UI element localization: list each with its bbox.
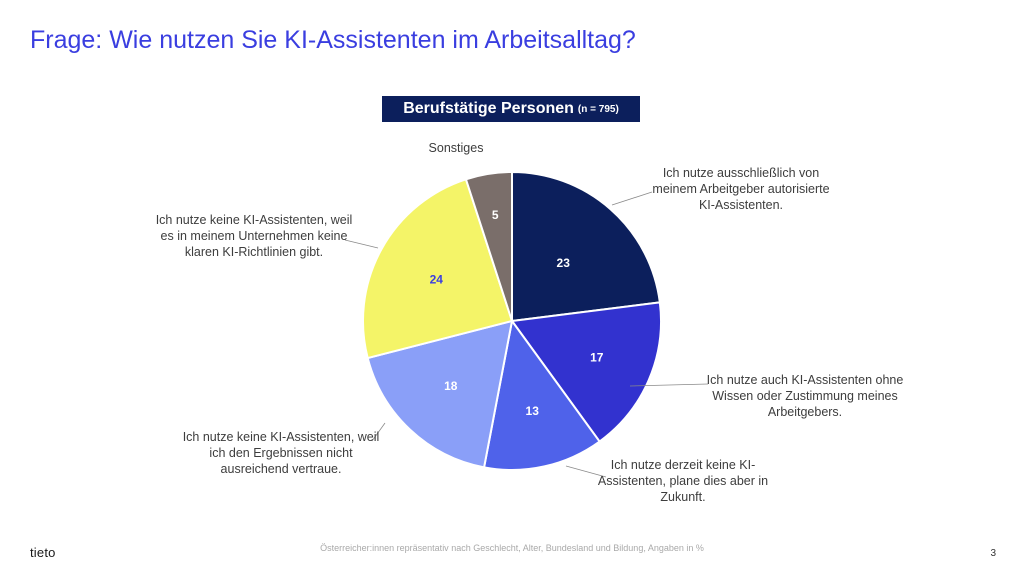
slice-value-label: 13 (526, 404, 540, 418)
pie-slice (366, 319, 514, 469)
slice-category-label: Ich nutze keine KI-Assistenten, weil es i… (156, 213, 353, 259)
leader-line (371, 422, 386, 442)
leader-line (344, 239, 379, 249)
leader-line (611, 191, 653, 206)
slice-category-label: Ich nutze auch KI-Assistenten ohne Wissen… (707, 373, 904, 419)
pie-slice (464, 170, 513, 322)
slice-category-label: Sonstiges (429, 141, 484, 155)
slice-value-label: 23 (557, 256, 571, 270)
slice-category-label: Ich nutze ausschließlich von meinem Arbei… (652, 166, 829, 212)
chart-header-main: Berufstätige Personen (403, 100, 574, 117)
leader-line (565, 465, 607, 478)
footnote: Österreicher:innen repräsentativ nach Ge… (320, 543, 704, 553)
pie-slice (482, 318, 601, 471)
slice-category-label: Ich nutze keine KI-Assistenten, weil ich … (183, 430, 380, 476)
pie-slice (510, 301, 662, 443)
pie-slice (362, 178, 514, 360)
tieto-logo: tieto (30, 545, 56, 560)
slice-category-label: Ich nutze derzeit keine KI-Assistenten, … (598, 458, 768, 504)
slice-value-label: 24 (430, 272, 444, 286)
slice-value-label: 5 (492, 208, 499, 222)
chart-header-sample-size: (n = 795) (577, 103, 619, 115)
pie-slice (511, 170, 661, 323)
slice-value-label: 18 (444, 379, 458, 393)
page-number: 3 (990, 548, 996, 559)
chart-header: Berufstätige Personen (n = 795) (382, 96, 640, 122)
slice-value-label: 17 (590, 351, 604, 365)
page-title: Frage: Wie nutzen Sie KI-Assistenten im … (30, 26, 636, 54)
leader-line (629, 383, 709, 387)
